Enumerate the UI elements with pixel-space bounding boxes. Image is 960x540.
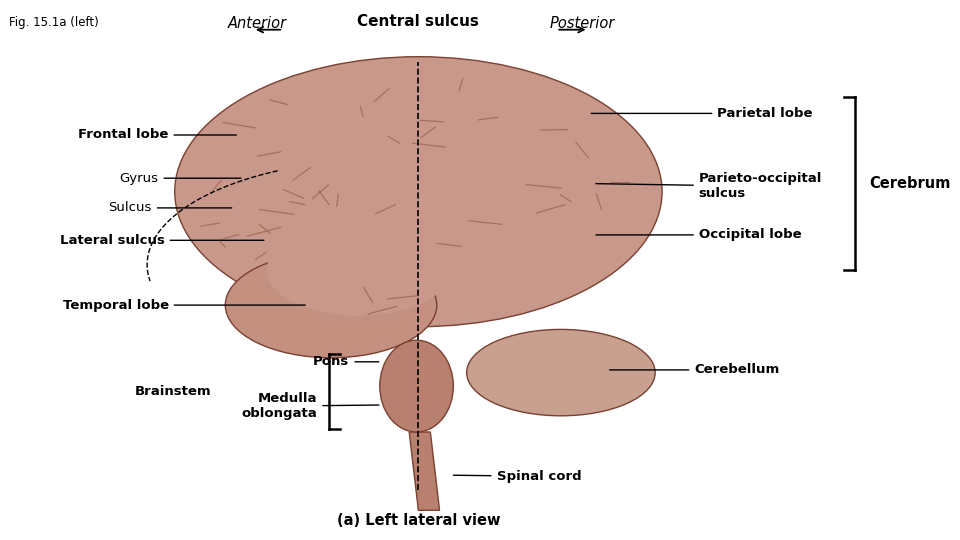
Polygon shape [409,432,440,510]
Text: Posterior: Posterior [550,16,615,31]
Text: Spinal cord: Spinal cord [453,470,581,483]
Text: Parieto-occipital
sulcus: Parieto-occipital sulcus [596,172,822,200]
Text: Temporal lobe: Temporal lobe [62,299,305,312]
Text: Medulla
oblongata: Medulla oblongata [242,392,379,420]
Text: Lateral sulcus: Lateral sulcus [60,234,264,247]
Ellipse shape [175,57,662,327]
Text: Fig. 15.1a (left): Fig. 15.1a (left) [10,16,99,29]
Text: Brainstem: Brainstem [134,385,211,398]
Text: Frontal lobe: Frontal lobe [78,129,236,141]
Ellipse shape [226,252,437,357]
Ellipse shape [380,340,453,432]
Text: Sulcus: Sulcus [108,201,231,214]
Text: Cerebellum: Cerebellum [610,363,780,376]
Text: Central sulcus: Central sulcus [357,14,479,29]
Text: Parietal lobe: Parietal lobe [591,107,813,120]
Ellipse shape [267,224,450,316]
Text: Pons: Pons [313,355,379,368]
Text: Cerebrum: Cerebrum [869,176,950,191]
Ellipse shape [467,329,655,416]
Text: Gyrus: Gyrus [120,172,241,185]
Text: Anterior: Anterior [228,16,287,31]
Text: Occipital lobe: Occipital lobe [596,228,802,241]
Text: (a) Left lateral view: (a) Left lateral view [337,513,500,528]
